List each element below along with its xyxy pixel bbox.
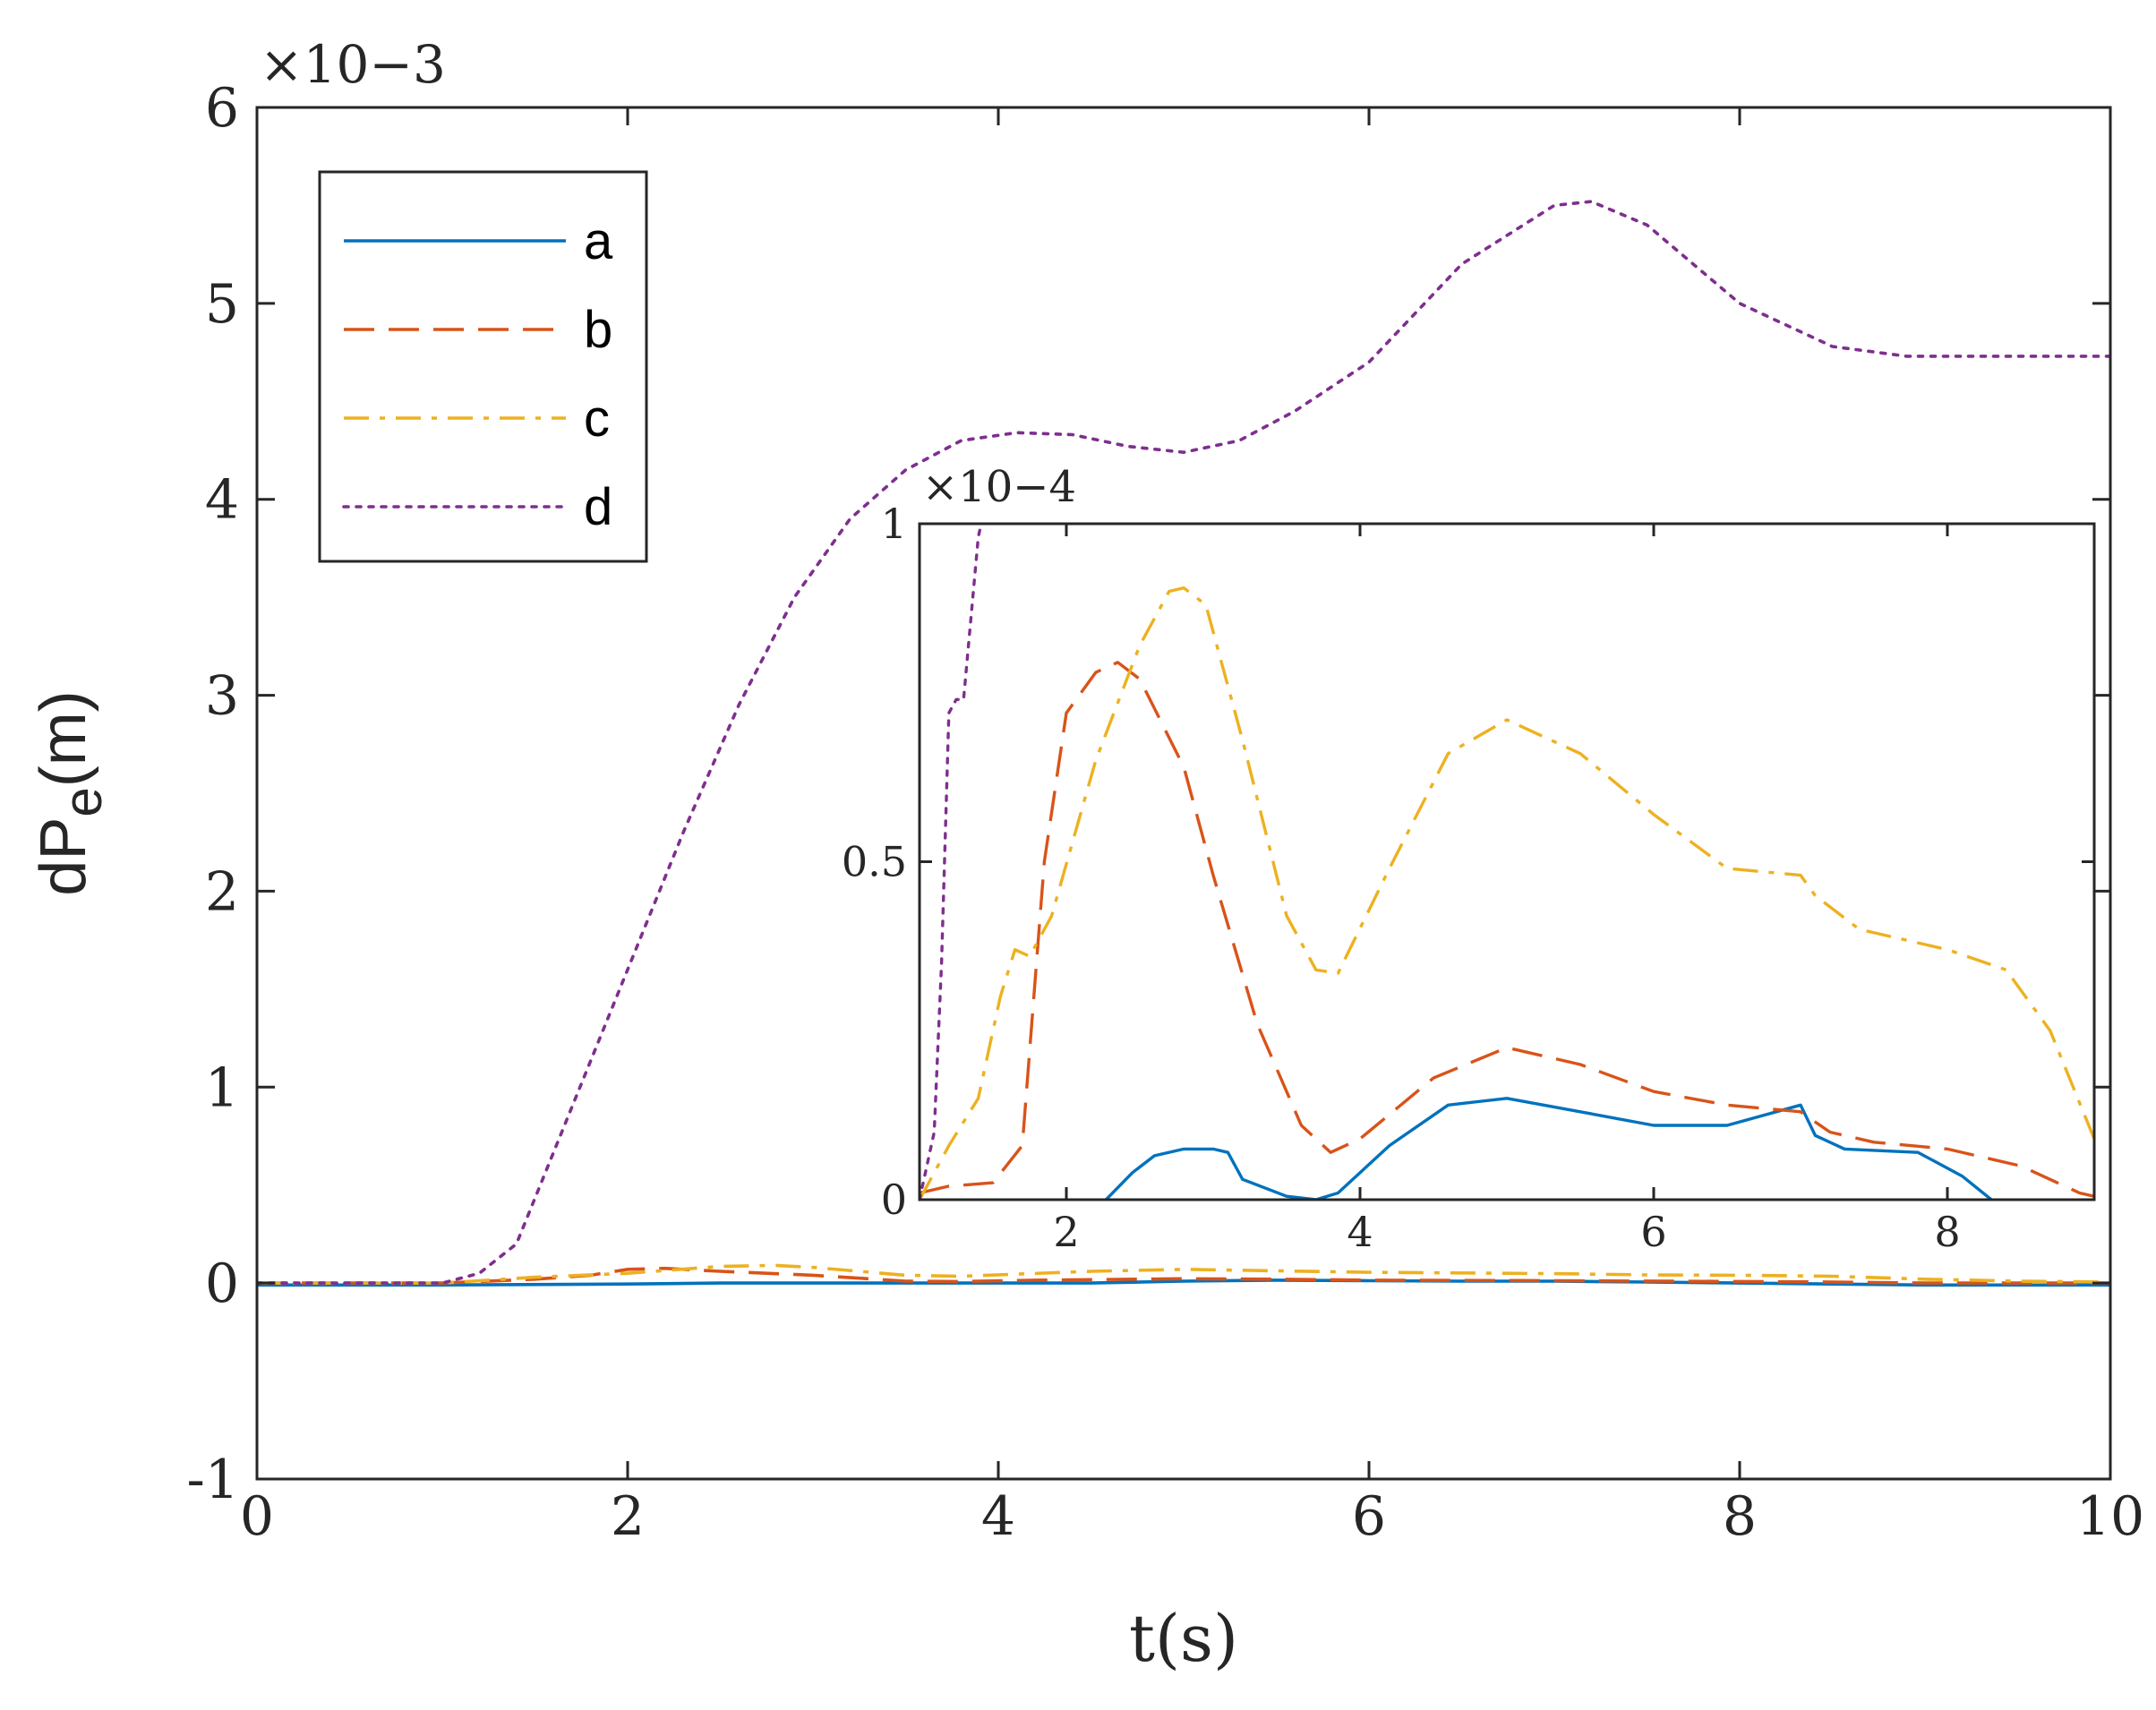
legend-label-b: b bbox=[584, 301, 612, 359]
main-x-tick-label: 4 bbox=[981, 1485, 1015, 1548]
y-axis-label-base: dP bbox=[28, 817, 99, 896]
y-axis-label-unit: (m) bbox=[28, 690, 99, 787]
legend-label-c: c bbox=[584, 389, 610, 448]
main-x-tick-label: 0 bbox=[240, 1485, 274, 1548]
inset-y-tick-label: 0 bbox=[881, 1176, 907, 1224]
main-y-exponent: ×10−3 bbox=[260, 34, 446, 95]
legend-label-d: d bbox=[584, 478, 612, 536]
main-y-tick-label: 1 bbox=[205, 1056, 239, 1119]
legend-label-a: a bbox=[584, 212, 613, 270]
inset-series-c-line bbox=[920, 586, 2094, 1200]
main-y-tick-label: 0 bbox=[205, 1253, 239, 1315]
inset-x-tick-label: 4 bbox=[1347, 1208, 1373, 1256]
inset-x-tick-label: 6 bbox=[1640, 1208, 1666, 1256]
inset-series-group bbox=[920, 524, 2094, 1200]
main-y-tick-label: -1 bbox=[187, 1449, 239, 1511]
main-y-tick-label: 3 bbox=[205, 665, 239, 728]
inset-plot: 2 4 6 8 0 0.5 1 ×10−4 bbox=[842, 462, 2096, 1256]
main-x-tick-label: 10 bbox=[2076, 1485, 2144, 1548]
inset-series-b-line bbox=[920, 661, 2094, 1198]
main-x-tick-label: 6 bbox=[1352, 1485, 1386, 1548]
inset-series-a-line bbox=[1105, 1097, 1993, 1200]
main-y-tick-label: 5 bbox=[205, 273, 239, 336]
main-y-tick-label: 2 bbox=[205, 860, 239, 923]
main-x-tick-label: 2 bbox=[611, 1485, 645, 1548]
y-axis-label: dPe(m) bbox=[28, 690, 113, 895]
main-y-tick-label: 6 bbox=[205, 77, 239, 140]
inset-plot-background bbox=[920, 524, 2094, 1200]
inset-x-tick-label: 2 bbox=[1053, 1208, 1079, 1256]
main-x-tick-label: 8 bbox=[1723, 1485, 1757, 1548]
inset-y-exponent: ×10−4 bbox=[922, 462, 1076, 512]
main-y-tick-label: 4 bbox=[205, 469, 239, 532]
legend-box bbox=[318, 170, 648, 563]
main-series-group bbox=[257, 200, 2110, 1287]
inset-y-tick-label: 1 bbox=[881, 500, 907, 548]
inset-x-tick-label: 8 bbox=[1934, 1208, 1960, 1256]
main-series-c-line bbox=[257, 1263, 2110, 1285]
inset-y-tick-label: 0.5 bbox=[842, 838, 907, 886]
main-plot-frame bbox=[255, 106, 2112, 1481]
inset-ticks-group: 2 4 6 8 0 0.5 1 bbox=[842, 500, 2094, 1256]
x-axis-label: t(s) bbox=[1129, 1601, 1238, 1676]
main-series-d-line bbox=[257, 200, 2110, 1285]
y-axis-label-subscript: e bbox=[53, 787, 113, 817]
inset-series-d-line bbox=[920, 524, 983, 1200]
